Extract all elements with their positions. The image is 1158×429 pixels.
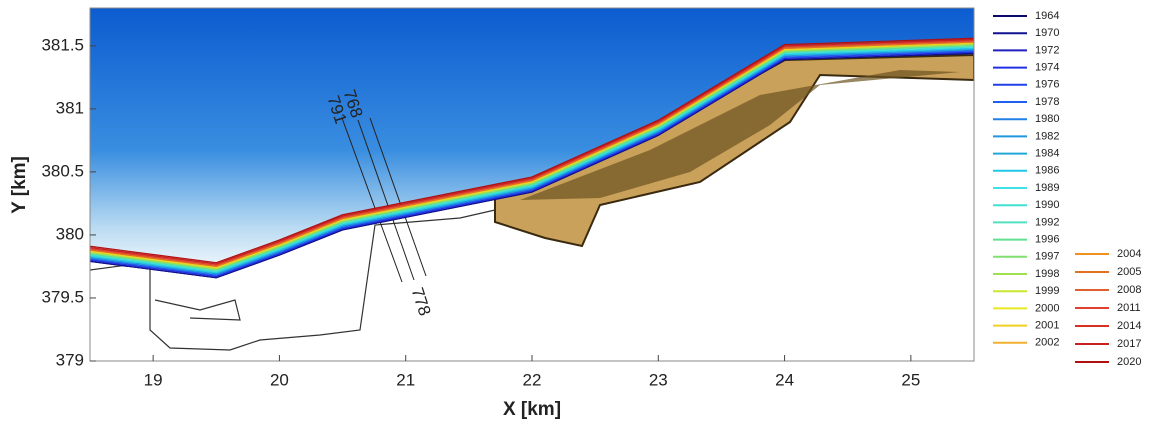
x-tick-label: 19	[144, 370, 163, 389]
legend-label: 1970	[1035, 27, 1059, 39]
legend-label: 2008	[1117, 284, 1141, 296]
legend-label: 1980	[1035, 113, 1059, 125]
y-tick-label: 380	[56, 224, 84, 243]
y-tick-label: 379.5	[41, 287, 84, 306]
legend-label: 1964	[1035, 10, 1059, 22]
legend-label: 1972	[1035, 44, 1059, 56]
x-tick-label: 24	[775, 370, 794, 389]
y-tick-label: 381	[56, 98, 84, 117]
legend-label: 2014	[1117, 320, 1141, 332]
legend-label: 1999	[1035, 285, 1059, 297]
legend-label: 2011	[1117, 302, 1141, 314]
x-axis-label: X [km]	[503, 399, 561, 420]
legend-label: 1990	[1035, 199, 1059, 211]
chart: 768 791 778 X [km] Y [km] 19202122232425…	[0, 0, 1158, 424]
legend-label: 2005	[1117, 266, 1141, 278]
legend-label: 1986	[1035, 165, 1059, 177]
legend-label: 1974	[1035, 62, 1059, 74]
legend-label: 1982	[1035, 130, 1059, 142]
legend-label: 2004	[1117, 248, 1141, 260]
x-tick-label: 20	[270, 370, 289, 389]
x-tick-label: 21	[396, 370, 415, 389]
legend-label: 1978	[1035, 96, 1059, 108]
x-tick-label: 25	[901, 370, 920, 389]
legend-label: 1984	[1035, 148, 1059, 160]
y-tick-label: 380.5	[41, 161, 84, 180]
legend-label: 2001	[1035, 320, 1059, 332]
x-tick-label: 23	[649, 370, 668, 389]
legend-label: 1998	[1035, 268, 1059, 280]
legend-label: 1989	[1035, 182, 1059, 194]
legend-label: 1976	[1035, 79, 1059, 91]
legend-label: 1992	[1035, 216, 1059, 228]
y-tick-label: 379	[56, 350, 84, 369]
legend-label: 1996	[1035, 234, 1059, 246]
legend-label: 1997	[1035, 251, 1059, 263]
legend-label: 2000	[1035, 302, 1059, 314]
legend-label: 2020	[1117, 356, 1141, 368]
legend-label: 2002	[1035, 337, 1059, 349]
y-tick-label: 381.5	[41, 35, 84, 54]
x-tick-label: 22	[523, 370, 542, 389]
y-axis-label: Y [km]	[9, 156, 30, 214]
legend-label: 2017	[1117, 338, 1141, 350]
